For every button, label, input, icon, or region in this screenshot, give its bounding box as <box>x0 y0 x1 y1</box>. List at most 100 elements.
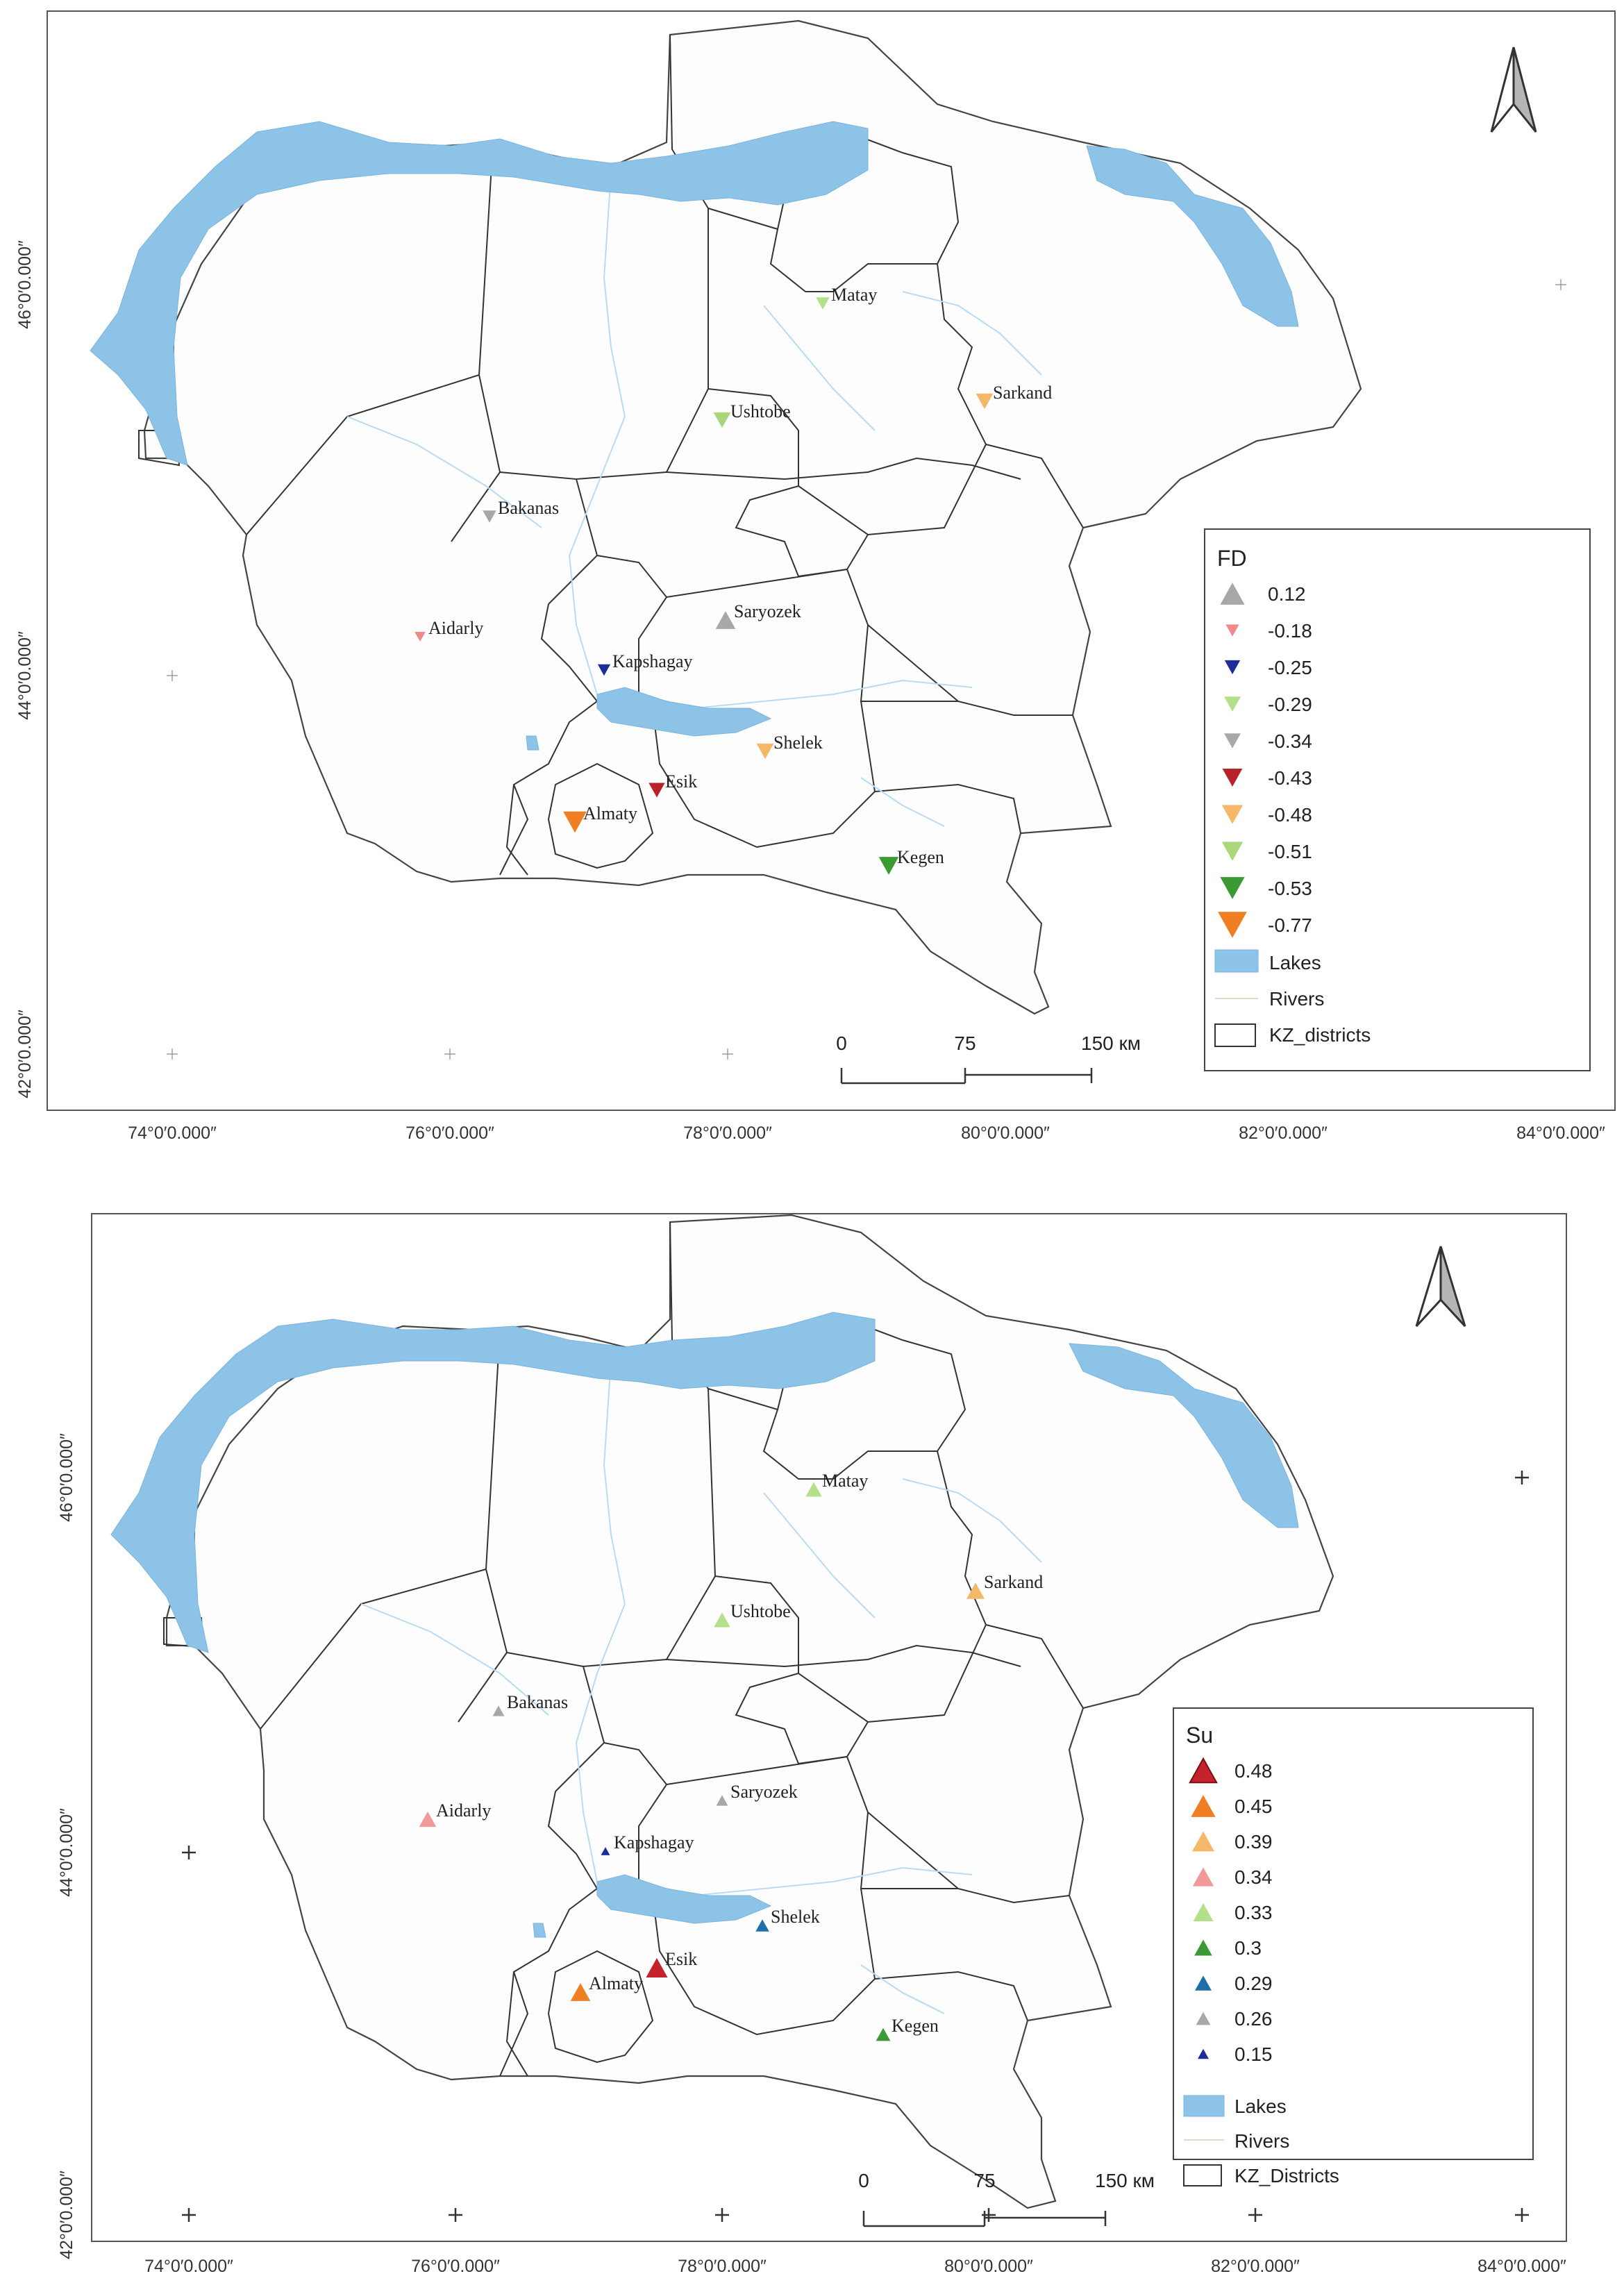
scale-label: 0 <box>836 1032 847 1054</box>
legend-item-label: 0.15 <box>1234 2043 1273 2065</box>
legend-item-label: -0.77 <box>1268 914 1312 936</box>
legend-lakes-label: Lakes <box>1234 2096 1287 2117</box>
station-marker-kapshagay <box>601 1847 610 1855</box>
scale-label: 150 км <box>1081 1032 1141 1054</box>
legend-rivers-label: Rivers <box>1269 988 1324 1010</box>
legend-symbol <box>1195 1975 1212 1991</box>
station-marker-shelek <box>755 1919 769 1932</box>
lon-label: 76°0′0.000″ <box>405 1123 494 1143</box>
station-marker-saryozek <box>716 1795 728 1806</box>
station-marker-ushtobe <box>714 1612 730 1628</box>
legend-districts-label: KZ_districts <box>1269 1024 1371 1046</box>
legend-item-label: 0.39 <box>1234 1831 1273 1853</box>
small-lake <box>526 735 539 751</box>
station-label-esik: Esik <box>665 1949 697 1969</box>
station-marker-matay <box>816 297 830 310</box>
lon-label: 80°0′0.000″ <box>961 1123 1050 1143</box>
legend-item-label: 0.26 <box>1234 2008 1273 2030</box>
lon-label: 78°0′0.000″ <box>683 1123 772 1143</box>
station-label-aidarly: Aidarly <box>436 1800 491 1821</box>
legend-symbol <box>1192 1831 1214 1852</box>
scale-label: 75 <box>973 2170 995 2191</box>
station-marker-ushtobe <box>713 412 731 428</box>
legend-item-label: -0.29 <box>1268 694 1312 715</box>
lon-label: 82°0′0.000″ <box>1239 1123 1328 1143</box>
station-label-kapshagay: Kapshagay <box>612 651 693 671</box>
station-label-sarkand: Sarkand <box>993 383 1052 403</box>
station-marker-esik <box>648 783 665 798</box>
lake-balkhash <box>90 121 869 466</box>
station-marker-aidarly <box>419 1811 437 1828</box>
station-label-saryozek: Saryozek <box>730 1782 798 1802</box>
legend-items: 0.48 0.45 0.39 0.34 0.33 0.3 0.29 0.26 0.15 <box>1189 1757 1273 2065</box>
station-marker-saryozek <box>715 611 736 629</box>
legend-item-label: -0.18 <box>1268 620 1312 642</box>
station-marker-kegen <box>878 857 899 875</box>
lon-label: 76°0′0.000″ <box>411 2257 500 2276</box>
lon-label: 82°0′0.000″ <box>1211 2257 1300 2276</box>
fd-map-canvas: 74°0′0.000″ 76°0′0.000″ 78°0′0.000″ 80°0… <box>15 10 1616 1143</box>
legend-title: Su <box>1186 1723 1213 1748</box>
legend-symbol <box>1196 2012 1211 2025</box>
legend-item-label: 0.34 <box>1234 1866 1273 1888</box>
station-label-almaty: Almaty <box>583 803 637 823</box>
station-label-kegen: Kegen <box>891 2016 939 2036</box>
legend-symbol <box>1224 696 1241 712</box>
legend-item-label: -0.43 <box>1268 767 1312 789</box>
legend-symbol <box>1224 660 1241 675</box>
lat-label: 42°0′0.000″ <box>57 2171 76 2259</box>
lon-label: 74°0′0.000″ <box>144 2257 233 2276</box>
scale-bar: 0 75 150 км <box>858 2170 1155 2227</box>
legend-symbol <box>1192 1867 1214 1887</box>
station-label-ushtobe: Ushtobe <box>730 401 791 421</box>
lon-label: 80°0′0.000″ <box>944 2257 1033 2276</box>
scale-label: 150 км <box>1095 2170 1155 2191</box>
small-lake <box>533 1923 546 1938</box>
legend-symbol <box>1198 2048 1209 2059</box>
station-marker-esik <box>646 1957 668 1978</box>
lake-alakol <box>1069 1343 1299 1528</box>
scale-label: 0 <box>858 2170 869 2191</box>
legend-symbol <box>1222 769 1243 787</box>
scale-bar: 0 75 150 км <box>836 1032 1141 1085</box>
latitude-labels: 46°0′0.000″ 44°0′0.000″ 42°0′0.000″ <box>15 240 35 1098</box>
north-arrow-icon <box>1415 1246 1466 1328</box>
north-arrow-icon <box>1490 47 1537 133</box>
legend-item-label: 0.48 <box>1234 1760 1273 1782</box>
station-marker-kapshagay <box>597 664 611 676</box>
lakes-swatch <box>1183 2095 1225 2117</box>
station-markers: Matay Sarkand Ushtobe Bakanas Saryozek Aidarl… <box>419 1471 1043 2041</box>
lake-kapshagay <box>596 687 772 737</box>
lat-label: 46°0′0.000″ <box>15 240 35 329</box>
legend-symbol <box>1225 624 1239 637</box>
region-outline <box>165 1214 1334 2209</box>
legend-symbol <box>1194 1939 1212 1956</box>
station-label-shelek: Shelek <box>771 1907 820 1927</box>
districts-swatch <box>1214 1023 1256 1047</box>
rivers <box>360 1360 1042 2014</box>
su-map-canvas: 74°0′0.000″ 76°0′0.000″ 78°0′0.000″ 80°0… <box>57 1213 1567 2276</box>
station-marker-aidarly <box>415 631 426 642</box>
legend-symbol <box>1224 733 1241 749</box>
station-label-shelek: Shelek <box>773 733 823 753</box>
station-label-bakanas: Bakanas <box>498 498 559 518</box>
legend-districts-label: KZ_Districts <box>1234 2165 1339 2186</box>
lat-label: 44°0′0.000″ <box>57 1808 76 1897</box>
station-marker-sarkand <box>976 393 994 410</box>
legend-item-label: -0.53 <box>1268 878 1312 899</box>
lat-label: 42°0′0.000″ <box>15 1010 35 1098</box>
lon-label: 84°0′0.000″ <box>1477 2257 1566 2276</box>
station-marker-bakanas <box>492 1705 505 1716</box>
lon-label: 74°0′0.000″ <box>128 1123 217 1143</box>
legend-item-label: -0.34 <box>1268 730 1312 752</box>
longitude-labels: 74°0′0.000″ 76°0′0.000″ 78°0′0.000″ 80°0… <box>128 1123 1605 1143</box>
lat-label: 44°0′0.000″ <box>15 631 35 720</box>
station-marker-almaty <box>563 811 587 833</box>
station-marker-almaty <box>570 1983 591 2001</box>
legend-item-label: -0.51 <box>1268 841 1312 862</box>
lat-label: 46°0′0.000″ <box>57 1433 76 1522</box>
station-marker-kegen <box>876 2027 891 2041</box>
legend-symbol <box>1220 877 1245 899</box>
station-label-matay: Matay <box>831 285 877 305</box>
legend-rivers-label: Rivers <box>1234 2130 1289 2152</box>
